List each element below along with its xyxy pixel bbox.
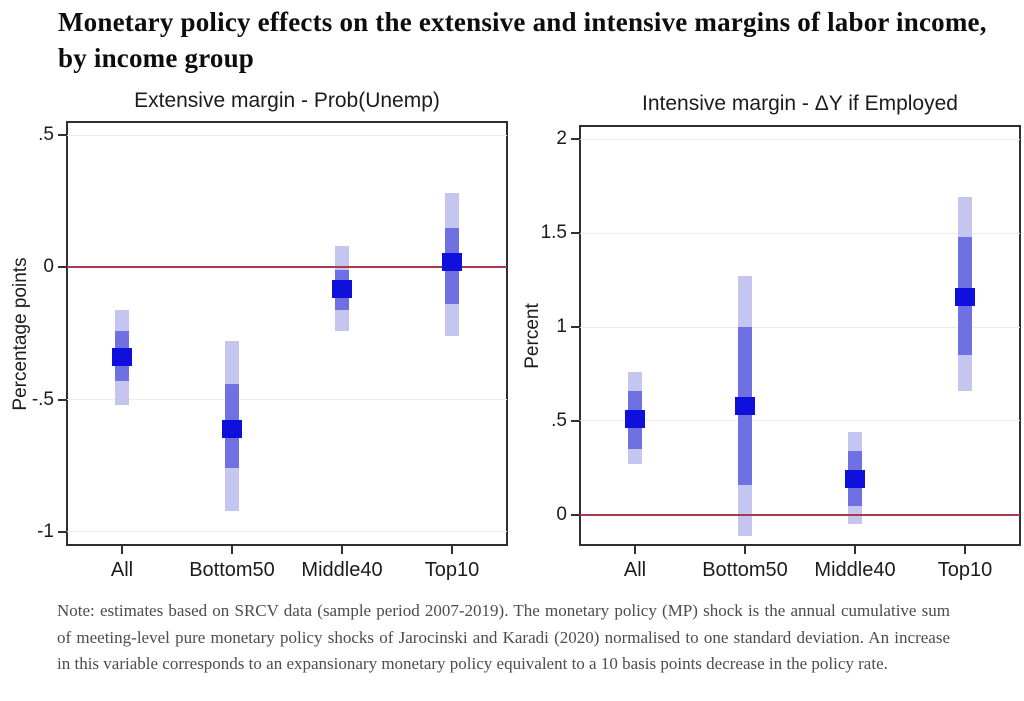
y-tick — [571, 138, 580, 141]
y-tick-label: 1 — [556, 316, 567, 338]
gridline — [67, 399, 507, 401]
point-estimate-Bottom50 — [222, 419, 242, 438]
gridline — [580, 326, 1020, 328]
zero-line — [67, 266, 507, 269]
category-label: Top10 — [424, 559, 480, 581]
y-tick-label: -1 — [37, 520, 54, 542]
y-tick — [571, 326, 580, 329]
gridline — [67, 531, 507, 533]
point-estimate-Top10 — [955, 287, 975, 306]
category-label: Bottom50 — [189, 559, 275, 581]
x-tick — [451, 545, 453, 554]
y-tick — [571, 513, 580, 516]
point-estimate-Middle40 — [332, 279, 352, 298]
panel-title: Intensive margin - ΔY if Employed — [642, 92, 958, 115]
gridline — [580, 138, 1020, 140]
panel-title: Extensive margin - Prob(Unemp) — [134, 89, 440, 112]
point-estimate-All — [625, 410, 645, 429]
category-label: All — [623, 559, 647, 581]
y-tick — [571, 232, 580, 235]
x-tick — [121, 545, 123, 554]
zero-line — [580, 513, 1020, 516]
category-label: All — [110, 559, 134, 581]
plot-area — [579, 125, 1021, 546]
y-tick-label: .5 — [551, 409, 567, 431]
gridline — [580, 232, 1020, 234]
x-tick — [341, 545, 343, 554]
category-label: Middle40 — [301, 559, 383, 581]
y-tick — [58, 530, 67, 533]
point-estimate-Top10 — [442, 253, 462, 272]
x-tick — [964, 545, 966, 554]
x-tick — [231, 545, 233, 554]
y-tick-label: -.5 — [31, 388, 54, 410]
gridline — [67, 134, 507, 136]
y-tick — [571, 419, 580, 422]
category-label: Top10 — [937, 559, 993, 581]
category-label: Middle40 — [814, 559, 896, 581]
y-tick-label: 2 — [556, 128, 567, 150]
category-label: Bottom50 — [702, 559, 788, 581]
x-tick — [744, 545, 746, 554]
gridline — [580, 420, 1020, 422]
y-tick-label: 0 — [556, 503, 567, 525]
point-estimate-All — [112, 348, 132, 367]
y-tick-label: 0 — [43, 256, 54, 278]
y-tick-label: 1.5 — [540, 222, 567, 244]
point-estimate-Bottom50 — [735, 396, 755, 415]
plot-area — [66, 121, 508, 546]
figure-title: Monetary policy effects on the extensive… — [58, 7, 987, 73]
x-tick — [634, 545, 636, 554]
y-tick — [58, 266, 67, 269]
y-tick-label: .5 — [38, 124, 54, 146]
y-tick — [58, 134, 67, 137]
x-tick — [854, 545, 856, 554]
figure-note: Note: estimates based on SRCV data (samp… — [57, 601, 950, 674]
point-estimate-Middle40 — [845, 470, 865, 489]
y-tick — [58, 398, 67, 401]
